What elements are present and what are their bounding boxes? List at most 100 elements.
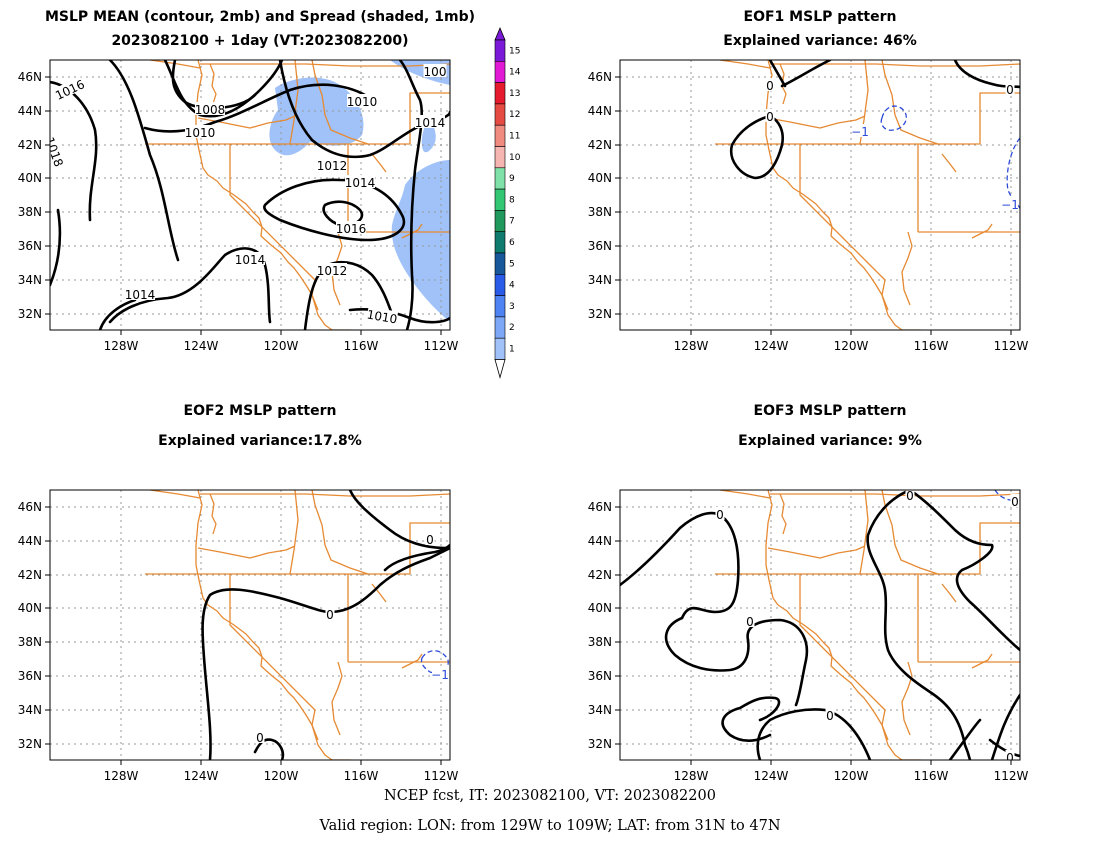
panel-4-frame xyxy=(619,489,1021,761)
lat-label-42N: 42N xyxy=(18,138,42,152)
lon-label-128W: 128W xyxy=(674,339,709,353)
contour-label-bg-4 xyxy=(432,667,448,680)
lon-label-116W: 116W xyxy=(344,769,379,783)
lon-label-112W: 112W xyxy=(994,769,1029,783)
contour-label-bg-4 xyxy=(825,708,835,721)
colorbar-swatch-1 xyxy=(494,337,506,360)
colorbar-label-7: 7 xyxy=(509,217,515,227)
contour-label-bg-1 xyxy=(765,78,775,91)
panels-group: 1016100810101010101210141016101410121014… xyxy=(18,59,1029,783)
lat-label-44N: 44N xyxy=(588,104,612,118)
lon-label-112W: 112W xyxy=(424,339,459,353)
colorbar-label-8: 8 xyxy=(509,195,515,205)
contour-label-5: 1012 xyxy=(317,159,348,173)
lat-label-36N: 36N xyxy=(18,239,42,253)
lat-label-32N: 32N xyxy=(588,737,612,751)
colorbar-label-11: 11 xyxy=(509,132,520,142)
colorbar-label-12: 12 xyxy=(509,110,520,120)
contour-label-4: −1 xyxy=(851,125,869,139)
lat-label-36N: 36N xyxy=(18,669,42,683)
lon-label-112W: 112W xyxy=(994,339,1029,353)
contour-label-8: 1014 xyxy=(235,253,266,267)
contour-label-bg-3 xyxy=(1005,82,1015,95)
contour-12 xyxy=(303,260,397,330)
lon-label-124W: 124W xyxy=(184,339,219,353)
lat-label-32N: 32N xyxy=(18,737,42,751)
panel1-subtitle: 2023082100 + 1day (VT:2023082200) xyxy=(111,33,409,49)
colorbar-label-2: 2 xyxy=(509,323,515,333)
contour-4 xyxy=(253,738,285,760)
contour-label-bg-5 xyxy=(317,158,347,171)
lon-label-128W: 128W xyxy=(104,339,139,353)
contour-label-bg-4 xyxy=(852,124,868,137)
footer-forecast-info: NCEP fcst, IT: 2023082100, VT: 202308220… xyxy=(384,788,716,804)
lat-label-42N: 42N xyxy=(18,568,42,582)
lat-label-34N: 34N xyxy=(18,273,42,287)
contour-label-bg-9 xyxy=(317,263,347,276)
colorbar-swatch-13 xyxy=(494,82,506,105)
panel-2: 0 0 0 −1 −1 128W 124W 120W 116W 112W 46N 44N 42N 40N 3… xyxy=(588,59,1029,353)
lat-label-40N: 40N xyxy=(18,171,42,185)
panel-3: 0 0 0 −1 128W 124W 120W 116W 112W 46N 44N 42N 40N 38N… xyxy=(18,489,459,783)
state-boundaries xyxy=(714,60,1020,330)
contour-label-bg-2 xyxy=(765,109,775,122)
contour-label-6: 1014 xyxy=(345,176,376,190)
contour-label-5: 0 xyxy=(1006,751,1014,765)
contour-label-bg-6 xyxy=(1010,494,1020,507)
lat-label-38N: 38N xyxy=(588,205,612,219)
lon-label-128W: 128W xyxy=(104,769,139,783)
lat-label-44N: 44N xyxy=(18,534,42,548)
lat-label-36N: 36N xyxy=(588,239,612,253)
lat-label-40N: 40N xyxy=(18,601,42,615)
lat-label-32N: 32N xyxy=(18,307,42,321)
lat-label-32N: 32N xyxy=(588,307,612,321)
contour-7 xyxy=(908,490,1020,652)
colorbar-swatch-2 xyxy=(494,316,506,339)
contour-label-bg-12 xyxy=(50,135,67,168)
panel-2-frame xyxy=(619,59,1021,331)
lat-label-44N: 44N xyxy=(588,534,612,548)
contour-2 xyxy=(664,616,750,672)
contour-label-3: 0 xyxy=(256,731,264,745)
contour-label-12: 1018 xyxy=(42,135,66,168)
colorbar-swatch-8 xyxy=(494,188,506,211)
colorbar-label-10: 10 xyxy=(509,153,521,163)
lat-label-38N: 38N xyxy=(18,635,42,649)
contour-3 xyxy=(746,618,809,707)
colorbar-top-arrow xyxy=(494,26,506,41)
contour-label-bg-8 xyxy=(235,252,265,265)
lon-label-120W: 120W xyxy=(264,339,299,353)
contour-4 xyxy=(163,60,284,118)
contour-label-4: 1010 xyxy=(347,95,378,109)
contour-8 xyxy=(263,178,406,242)
contour-14 xyxy=(398,60,424,330)
contour-6 xyxy=(866,490,972,760)
lon-label-120W: 120W xyxy=(834,339,869,353)
contour-2 xyxy=(768,60,787,88)
state-boundaries xyxy=(144,490,450,760)
contour-4 xyxy=(756,708,872,760)
colorbar-swatch-12 xyxy=(494,103,506,126)
lat-label-40N: 40N xyxy=(588,601,612,615)
contour-6 xyxy=(143,83,372,133)
colorbar-label-3: 3 xyxy=(509,302,515,312)
contour-label-3: 1010 xyxy=(185,126,216,140)
colorbar-swatch-10 xyxy=(494,146,506,169)
colorbar-swatch-4 xyxy=(494,273,506,296)
lat-label-34N: 34N xyxy=(588,703,612,717)
contour-label-bg-6 xyxy=(345,175,375,188)
contour-label-2: 1008 xyxy=(195,103,226,117)
colorbar-swatch-14 xyxy=(494,60,506,83)
contour-label-bg-1 xyxy=(425,532,435,545)
panel-1-frame xyxy=(49,59,451,331)
panel-3-frame xyxy=(49,489,451,761)
lat-label-34N: 34N xyxy=(18,703,42,717)
lat-label-42N: 42N xyxy=(588,568,612,582)
contour-label-4: 0 xyxy=(826,709,834,723)
contour-1 xyxy=(620,511,740,620)
lat-label-46N: 46N xyxy=(588,70,612,84)
contour-label-bg-7 xyxy=(336,221,366,234)
contour-label-bg-11 xyxy=(366,306,399,325)
contour-label-1: 0 xyxy=(716,508,724,522)
